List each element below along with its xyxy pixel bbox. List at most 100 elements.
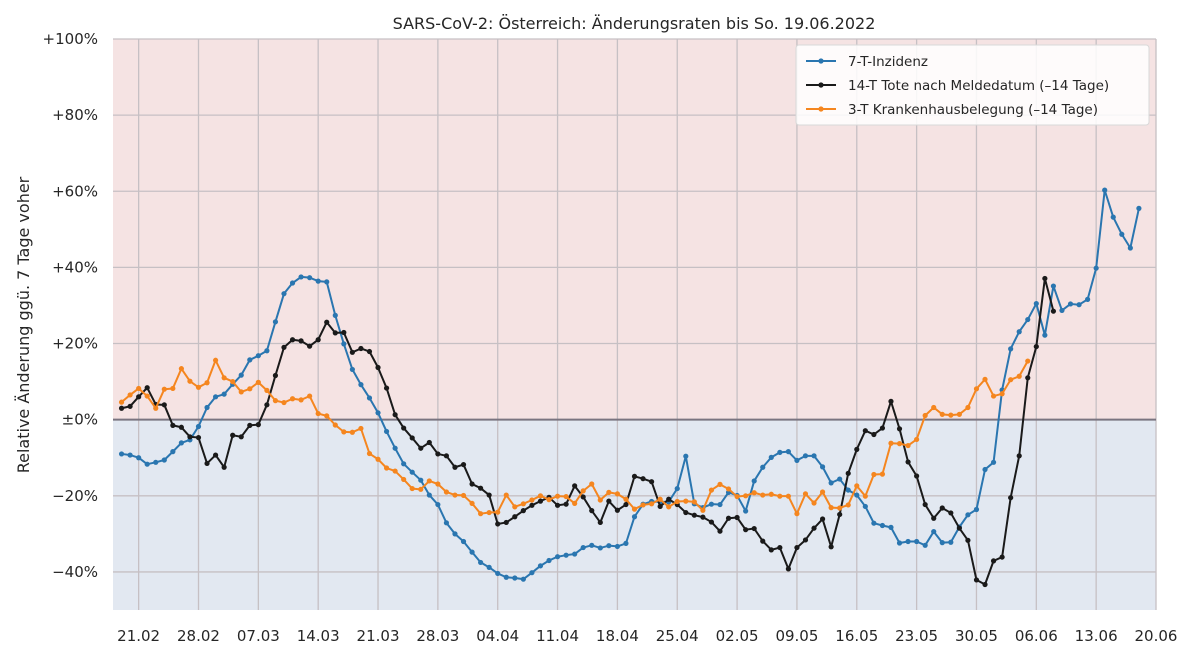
data-point [708, 487, 715, 493]
data-point [537, 498, 544, 504]
data-point [905, 538, 911, 545]
data-point [563, 493, 569, 500]
data-point [375, 456, 381, 462]
data-point [358, 345, 364, 352]
data-point [614, 507, 621, 513]
data-point [965, 537, 971, 543]
data-point [999, 554, 1005, 560]
x-tick-label: 04.04 [476, 627, 519, 645]
data-point [657, 503, 663, 510]
legend-label: 7-T-Inzidenz [848, 54, 928, 70]
data-point [990, 459, 997, 465]
data-point [794, 511, 800, 517]
data-point [768, 547, 774, 553]
data-point [324, 279, 330, 285]
data-point [811, 453, 817, 459]
data-point [1025, 316, 1031, 323]
data-point [743, 527, 749, 533]
data-point [520, 576, 526, 582]
data-point [956, 525, 962, 531]
data-point [298, 397, 304, 403]
data-point [717, 501, 723, 508]
x-tick-label: 21.03 [357, 627, 400, 645]
data-point [948, 539, 954, 545]
legend-marker [818, 106, 824, 112]
data-point [896, 426, 903, 432]
legend-marker [818, 82, 824, 88]
x-tick-label: 09.05 [775, 627, 818, 645]
data-point [871, 431, 877, 438]
data-point [965, 404, 971, 411]
y-tick-label: −40% [52, 563, 98, 581]
data-point [307, 343, 313, 349]
data-point [409, 469, 415, 475]
data-point [435, 501, 441, 508]
data-point [777, 449, 783, 455]
data-point [794, 544, 800, 551]
data-point [178, 440, 184, 446]
data-point [136, 455, 142, 461]
data-point [837, 505, 843, 511]
y-axis-label: Relative Änderung ggü. 7 Tage voher [14, 176, 33, 473]
data-point [640, 502, 646, 508]
data-point [1102, 187, 1108, 193]
data-point [358, 382, 364, 388]
data-point [401, 461, 407, 467]
data-point [990, 558, 997, 564]
data-point [529, 570, 535, 576]
data-point [418, 445, 424, 451]
data-point [1042, 275, 1048, 282]
data-point [623, 496, 629, 502]
data-point [554, 493, 561, 499]
data-point [392, 468, 398, 474]
data-point [272, 319, 279, 325]
y-tick-label: +80% [52, 106, 98, 124]
data-point [443, 453, 450, 459]
data-point [195, 384, 202, 390]
data-point [221, 375, 227, 381]
data-point [597, 545, 603, 551]
data-point [794, 457, 800, 463]
data-point [272, 398, 279, 404]
data-point [1008, 495, 1014, 501]
legend: 7-T-Inzidenz 14-T Tote nach Meldedatum (–… [795, 44, 1150, 126]
data-point [888, 398, 894, 404]
data-point [375, 364, 381, 371]
data-point [580, 494, 586, 500]
data-point [238, 372, 244, 378]
data-point [982, 581, 988, 588]
data-point [1050, 308, 1057, 314]
data-point [734, 493, 740, 500]
data-point [136, 385, 142, 392]
data-point [760, 464, 766, 470]
data-point [212, 452, 219, 458]
data-point [315, 337, 321, 343]
data-point [281, 399, 287, 406]
data-point [153, 459, 159, 465]
data-point [580, 544, 586, 551]
data-point [409, 435, 415, 441]
data-point [546, 557, 552, 564]
data-point [717, 528, 723, 534]
data-point [708, 519, 715, 525]
data-point [683, 498, 689, 504]
data-point [931, 515, 937, 521]
data-point [537, 493, 544, 499]
data-point [1008, 346, 1014, 352]
data-point [922, 501, 928, 508]
legend-label: 3-T Krankenhausbelegung (–14 Tage) [848, 102, 1098, 118]
data-point [837, 511, 843, 518]
data-point [854, 483, 860, 489]
data-point [460, 492, 467, 499]
data-point [811, 500, 817, 506]
data-point [307, 275, 313, 281]
data-point [973, 506, 980, 513]
data-point [1050, 283, 1057, 289]
data-point [922, 412, 928, 419]
data-point [1093, 265, 1099, 271]
data-point [879, 522, 886, 529]
data-point [435, 481, 441, 487]
data-point [469, 549, 475, 555]
data-point [802, 537, 809, 543]
